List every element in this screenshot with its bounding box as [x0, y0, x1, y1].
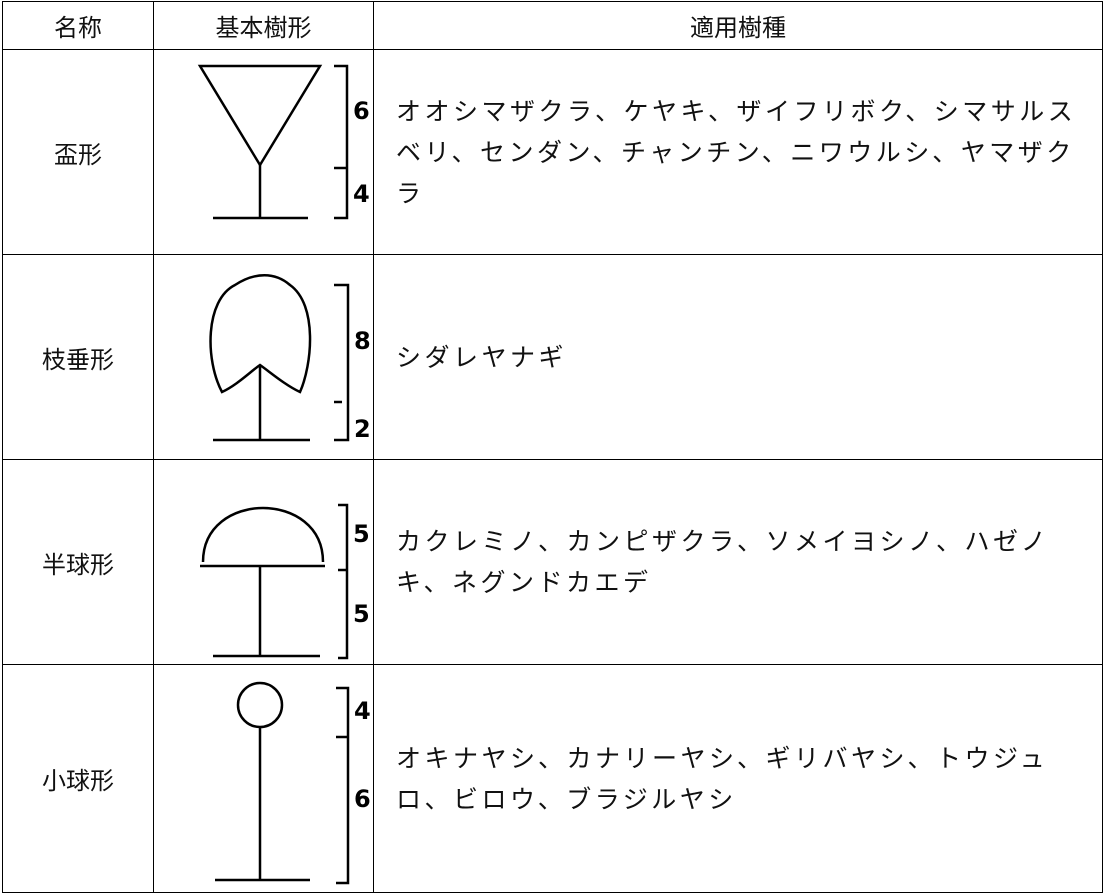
row: 枝垂形 シダレヤナギ: [2, 254, 1103, 460]
species-cell: カクレミノ、カンピザクラ、ソメイヨシノ、ハゼノキ、ネグンドカエデ: [373, 459, 1103, 665]
name-cell: 盃形: [2, 49, 154, 255]
header-cell: 適用樹種: [373, 1, 1103, 50]
header-cell: 基本樹形: [153, 1, 374, 50]
shape-cell: [153, 459, 374, 665]
row: 盃形 オオシマザクラ、ケヤキ、ザイフリボク、シマサルスベリ、センダン、チャンチン…: [2, 49, 1103, 255]
name-cell: 枝垂形: [2, 254, 154, 460]
shape-cell: [153, 254, 374, 460]
species-cell: オオシマザクラ、ケヤキ、ザイフリボク、シマサルスベリ、センダン、チャンチン、ニワ…: [373, 49, 1103, 255]
header-cell: 名称: [2, 1, 154, 50]
species-cell: オキナヤシ、カナリーヤシ、ギリバヤシ、トウジュロ、ビロウ、ブラジルヤシ: [373, 664, 1103, 893]
row: 半球形 カクレミノ、カンピザクラ、ソメイヨシノ、ハゼノキ、ネグンドカエデ: [2, 459, 1103, 665]
species-cell: シダレヤナギ: [373, 254, 1103, 460]
header-row: 名称 基本樹形 適用樹種: [2, 1, 1103, 50]
name-cell: 半球形: [2, 459, 154, 665]
shape-cell: [153, 664, 374, 893]
shape-cell: [153, 49, 374, 255]
name-cell: 小球形: [2, 664, 154, 893]
row: 小球形 オキナヤシ、カナリーヤシ、ギリバヤシ、トウジュロ、ビロウ、ブラジルヤシ: [2, 664, 1103, 893]
